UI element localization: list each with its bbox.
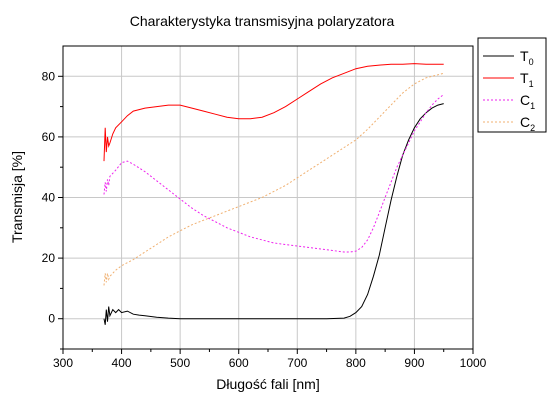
x-tick-label: 800 [346,356,366,370]
y-tick-label: 0 [48,312,55,326]
series-line-c1 [103,94,445,253]
y-tick-label: 40 [42,191,56,205]
y-tick-label: 80 [42,69,56,83]
y-tick-label: 20 [42,251,56,265]
series-line-t1 [103,63,444,162]
x-tick-label: 400 [112,356,132,370]
x-tick-label: 1000 [460,356,487,370]
legend-label-c1: C1 [520,92,535,111]
y-tick-label: 60 [42,130,56,144]
chart-title: Charakterystyka transmisyjna polaryzator… [130,13,395,29]
x-tick-label: 700 [287,356,307,370]
x-tick-label: 300 [53,356,73,370]
legend: T0 T1 C1 C2 [477,37,547,133]
series-layer [103,63,445,325]
grid-lines [63,46,473,349]
y-axis-title: Transmisja [%] [9,151,25,243]
legend-label-c2: C2 [520,114,535,133]
x-axis-title: Długość fali [nm] [216,376,319,392]
legend-label-t0: T0 [520,48,534,67]
legend-box [477,37,547,133]
x-tick-label: 500 [170,356,190,370]
x-tick-label: 600 [229,356,249,370]
series-line-c2 [103,72,444,286]
legend-label-t1: T1 [520,70,534,89]
series-line-t0 [103,103,444,325]
axis-ticks: 300 400 500 600 700 800 900 1000 0 20 40 60 80 [42,69,487,370]
x-tick-label: 900 [404,356,424,370]
